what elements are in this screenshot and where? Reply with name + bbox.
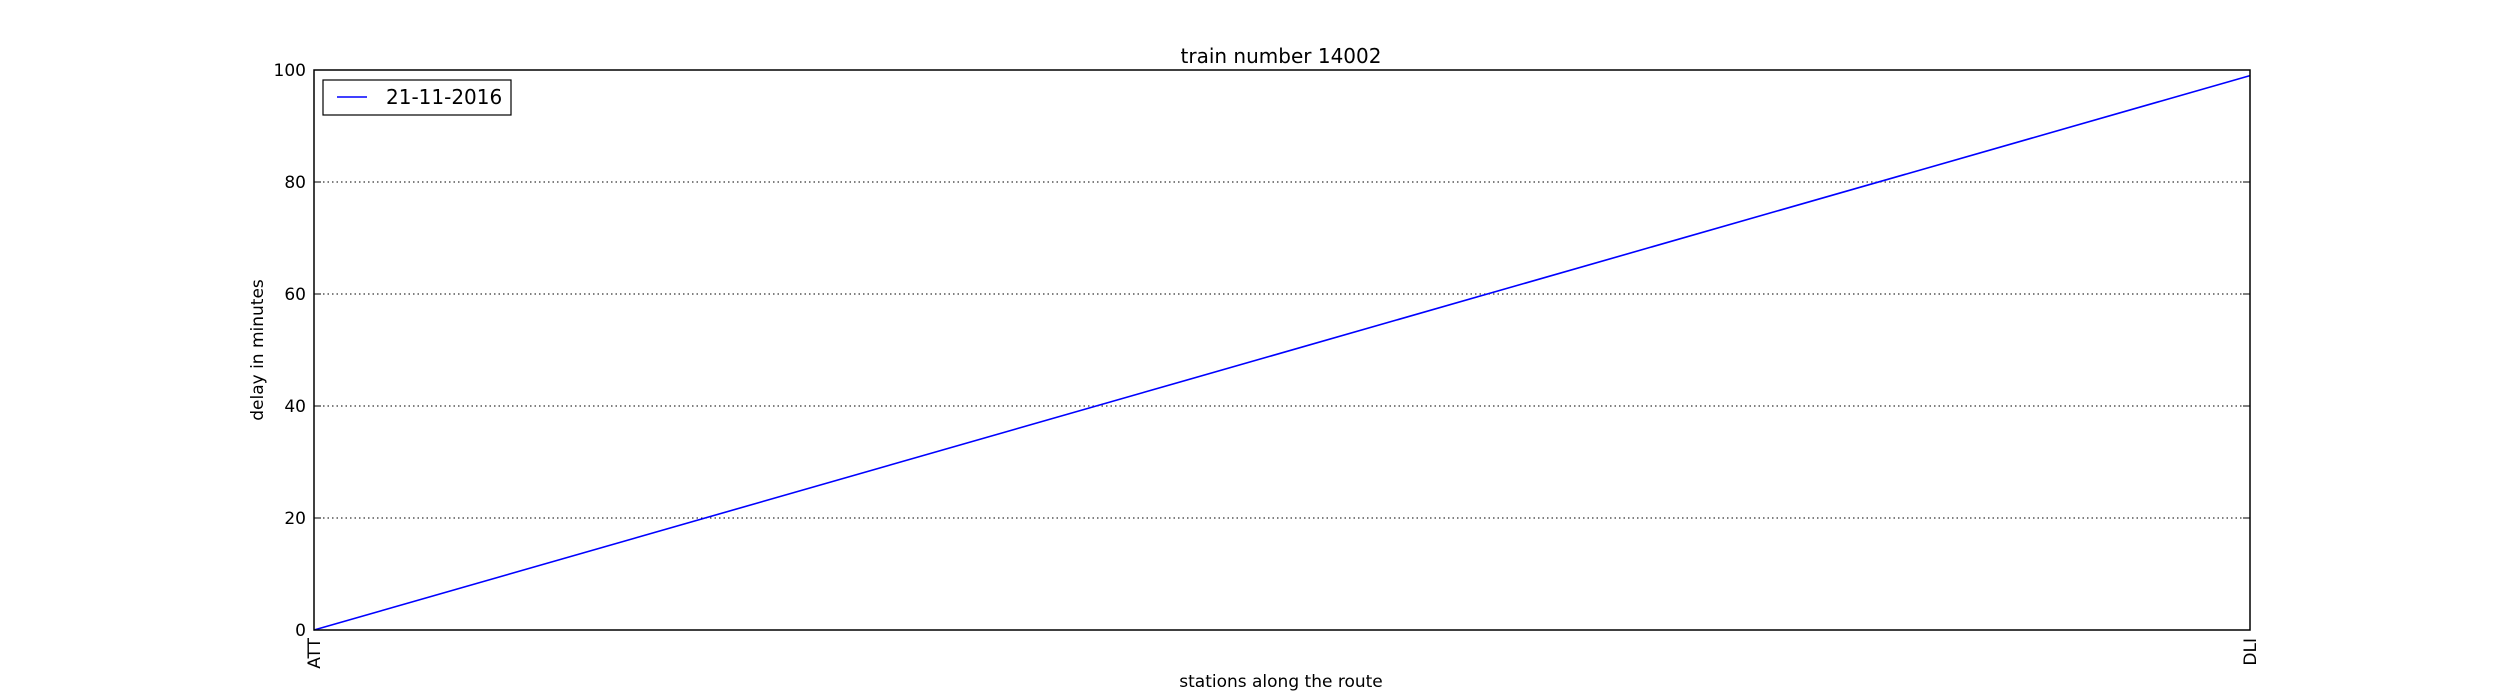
gridlines bbox=[314, 181, 2250, 519]
y-axis-ticks: 0 20 40 60 80 100 bbox=[274, 61, 2250, 641]
series-lines bbox=[313, 74, 2251, 631]
legend: 21-11-2016 bbox=[322, 79, 512, 116]
y-tick-label: 20 bbox=[284, 509, 306, 529]
y-tick-label: 40 bbox=[284, 397, 306, 417]
chart-title: train number 14002 bbox=[1181, 44, 1382, 68]
x-axis-ticks: ATT DLI bbox=[305, 623, 2261, 669]
series-line-0 bbox=[313, 74, 2251, 631]
x-tick-label: ATT bbox=[305, 637, 325, 668]
legend-label: 21-11-2016 bbox=[386, 85, 502, 109]
plot-frame bbox=[313, 69, 2251, 631]
y-tick-label: 100 bbox=[274, 61, 306, 81]
y-axis-title: delay in minutes bbox=[248, 279, 268, 421]
y-tick-label: 0 bbox=[295, 621, 306, 641]
x-axis-title: stations along the route bbox=[1179, 672, 1383, 692]
y-tick-label: 60 bbox=[284, 285, 306, 305]
x-tick-label: DLI bbox=[2241, 638, 2261, 666]
y-tick-label: 80 bbox=[284, 173, 306, 193]
